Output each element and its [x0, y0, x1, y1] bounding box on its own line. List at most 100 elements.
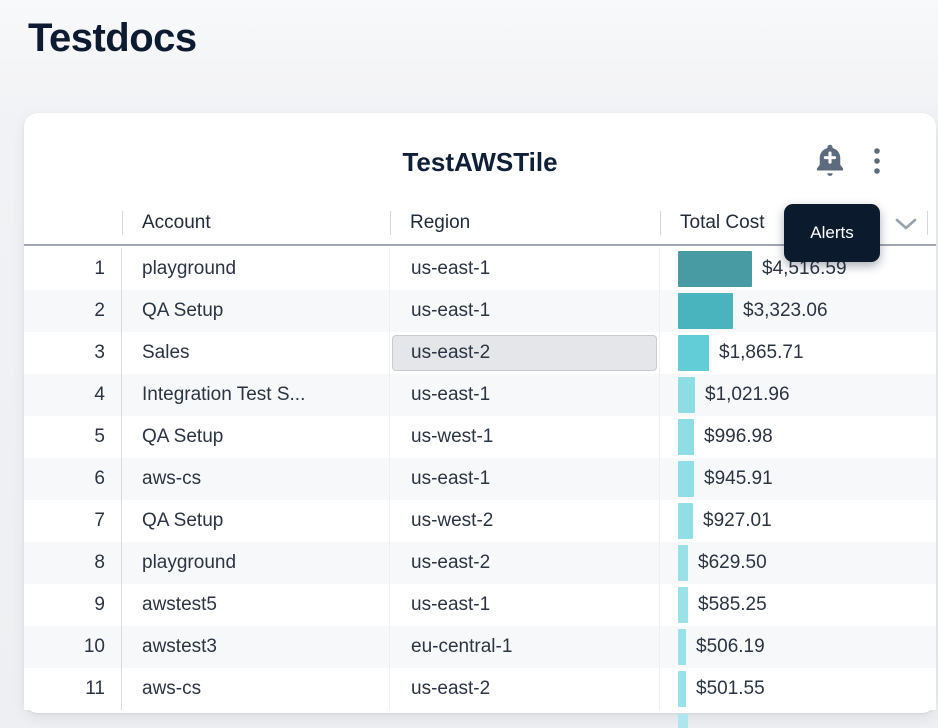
row-number: 9 — [24, 584, 122, 626]
region-cell: us-east-1 — [390, 290, 660, 332]
table-row[interactable]: 6 aws-cs us-east-1 $945.91 — [24, 458, 936, 500]
row-number: 6 — [24, 458, 122, 500]
cost-value: $927.01 — [703, 510, 772, 531]
region-value[interactable]: us-west-1 — [411, 426, 494, 447]
account-cell: awstest5 — [122, 584, 390, 626]
cost-bar — [678, 419, 694, 455]
dashboard-tile: TestAWSTile Accoun — [24, 113, 936, 713]
table-row[interactable]: 11 aws-cs us-east-2 $501.55 — [24, 668, 936, 710]
table-row[interactable]: 3 Sales us-east-2 $1,865.71 — [24, 332, 936, 374]
cost-value: $629.50 — [698, 552, 767, 573]
account-cell: awstest3 — [122, 626, 390, 668]
table-header: Account Region Total Cost — [24, 202, 936, 246]
row-number: 2 — [24, 290, 122, 332]
cost-value: $1,021.96 — [705, 384, 790, 405]
account-cell: Sales — [122, 332, 390, 374]
cost-value: $996.98 — [704, 426, 773, 447]
region-value[interactable]: eu-central-1 — [411, 636, 513, 657]
cost-value: $945.91 — [704, 468, 773, 489]
region-value[interactable]: us-east-1 — [411, 594, 491, 615]
cost-bar — [678, 293, 733, 329]
table-body: 1 playground us-east-1 $4,516.59 2 QA Se… — [24, 248, 936, 710]
total-cost-cell: $501.55 — [660, 668, 936, 710]
cost-value: $4,516.59 — [762, 258, 847, 279]
region-cell: us-east-1 — [390, 248, 660, 290]
cost-value: $506.19 — [696, 636, 765, 657]
account-cell: QA Setup — [122, 416, 390, 458]
region-value[interactable]: us-west-2 — [411, 510, 494, 531]
total-cost-cell: $506.19 — [660, 626, 936, 668]
alerts-tooltip: Alerts — [784, 204, 880, 262]
tile-menu-button[interactable] — [866, 146, 888, 180]
cost-bar — [678, 335, 709, 371]
table-row[interactable]: 8 playground us-east-2 $629.50 — [24, 542, 936, 584]
cost-bar — [678, 629, 686, 665]
table-row[interactable]: 4 Integration Test S... us-east-1 $1,021… — [24, 374, 936, 416]
column-header-account[interactable]: Account — [122, 202, 390, 244]
region-value[interactable]: us-east-1 — [411, 300, 491, 321]
region-value[interactable]: us-east-2 — [411, 552, 491, 573]
region-value[interactable]: us-east-2 — [392, 335, 657, 371]
add-alert-button[interactable] — [812, 143, 848, 183]
region-value[interactable]: us-east-2 — [411, 678, 491, 699]
account-cell: QA Setup — [122, 500, 390, 542]
cost-bar — [678, 587, 688, 623]
table-row[interactable]: 10 awstest3 eu-central-1 $506.19 — [24, 626, 936, 668]
cost-bar — [678, 671, 686, 707]
cost-bar — [678, 503, 693, 539]
row-number: 8 — [24, 542, 122, 584]
row-number: 1 — [24, 248, 122, 290]
total-cost-cell: $927.01 — [660, 500, 936, 542]
cost-bar — [678, 377, 695, 413]
account-cell: aws-cs — [122, 668, 390, 710]
cost-value: $585.25 — [698, 594, 767, 615]
account-cell: Integration Test S... — [122, 374, 390, 416]
total-cost-cell: $996.98 — [660, 416, 936, 458]
region-cell: us-west-1 — [390, 416, 660, 458]
column-header-total-cost[interactable]: Total Cost — [660, 202, 936, 244]
total-cost-cell: $585.25 — [660, 584, 936, 626]
cost-bar — [678, 545, 688, 581]
chevron-down-icon[interactable] — [893, 216, 919, 234]
table-row[interactable]: 5 QA Setup us-west-1 $996.98 — [24, 416, 936, 458]
tooltip-label: Alerts — [810, 223, 854, 242]
region-cell: us-west-2 — [390, 500, 660, 542]
cost-bar — [678, 461, 694, 497]
region-value[interactable]: us-east-1 — [411, 468, 491, 489]
tile-title: TestAWSTile — [402, 147, 558, 177]
cost-bar — [678, 251, 752, 287]
row-number: 3 — [24, 332, 122, 374]
total-cost-cell: $1,865.71 — [660, 332, 936, 374]
total-cost-cell: $945.91 — [660, 458, 936, 500]
column-header-index — [24, 202, 122, 244]
cost-value: $1,865.71 — [719, 342, 804, 363]
bell-plus-icon — [814, 144, 846, 183]
region-cell: us-east-2 — [390, 668, 660, 710]
kebab-menu-icon — [872, 147, 882, 180]
region-cell: us-east-1 — [390, 458, 660, 500]
account-cell: aws-cs — [122, 458, 390, 500]
cost-value: $501.55 — [696, 678, 765, 699]
total-cost-cell: $4,516.59 — [660, 248, 936, 290]
row-number: 7 — [24, 500, 122, 542]
page-title: Testdocs — [28, 16, 197, 60]
row-number: 5 — [24, 416, 122, 458]
table-row[interactable]: 2 QA Setup us-east-1 $3,323.06 — [24, 290, 936, 332]
column-header-region[interactable]: Region — [390, 202, 660, 244]
table-row[interactable]: 9 awstest5 us-east-1 $585.25 — [24, 584, 936, 626]
region-value[interactable]: us-east-1 — [411, 258, 491, 279]
region-cell: eu-central-1 — [390, 626, 660, 668]
account-cell: playground — [122, 542, 390, 584]
region-cell: us-east-1 — [390, 584, 660, 626]
region-cell: us-east-2 — [390, 332, 660, 374]
total-cost-cell: $1,021.96 — [660, 374, 936, 416]
table-row[interactable]: 7 QA Setup us-west-2 $927.01 — [24, 500, 936, 542]
region-value[interactable]: us-east-1 — [411, 384, 491, 405]
next-row-bar-fragment — [678, 714, 688, 728]
region-cell: us-east-1 — [390, 374, 660, 416]
total-cost-cell: $629.50 — [660, 542, 936, 584]
account-cell: playground — [122, 248, 390, 290]
row-number: 10 — [24, 626, 122, 668]
region-cell: us-east-2 — [390, 542, 660, 584]
